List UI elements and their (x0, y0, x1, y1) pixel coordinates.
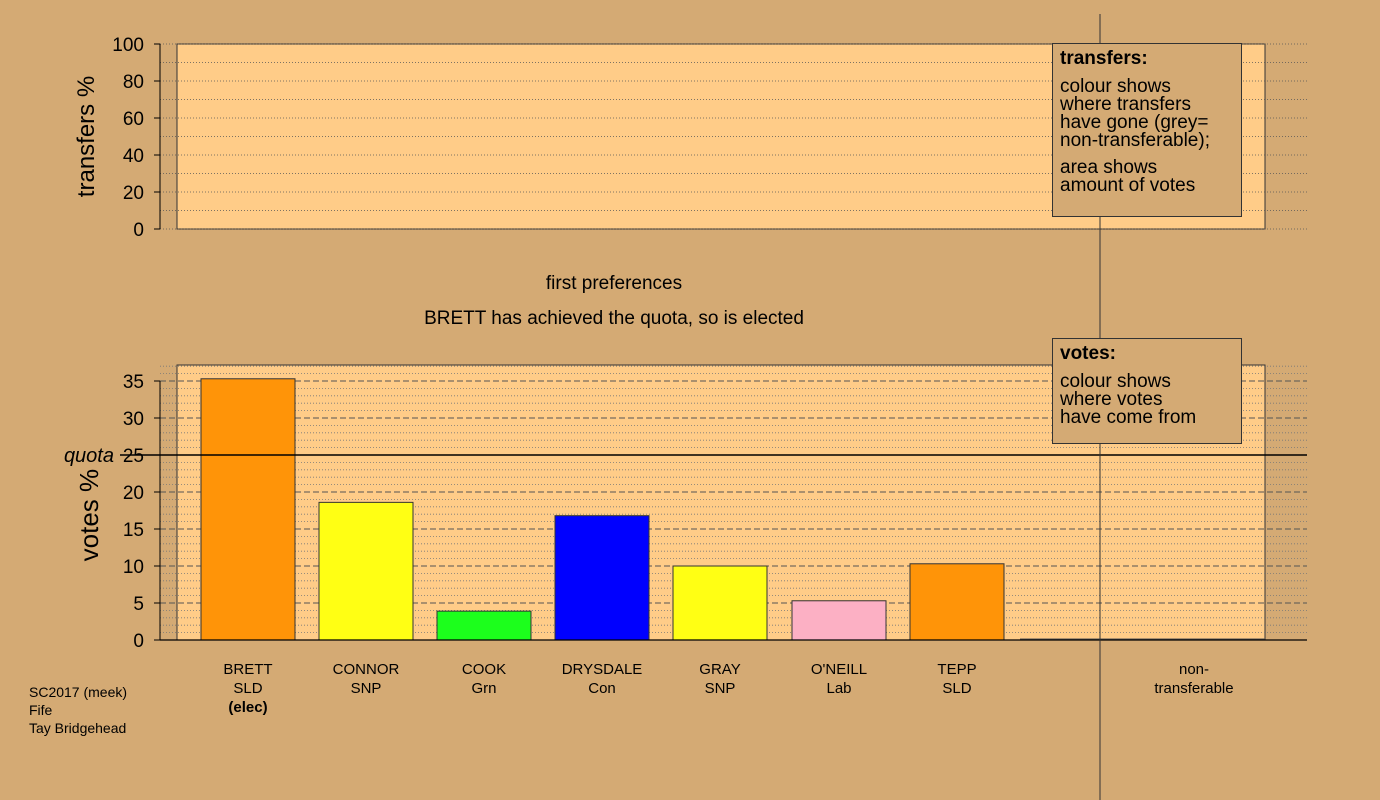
candidate-name-label: BRETT (223, 661, 272, 678)
candidate-party-label: Grn (471, 680, 496, 697)
votes-tick-label: 20 (123, 483, 144, 504)
votes-tick-label: 30 (123, 409, 144, 430)
votes-tick-label: 0 (133, 631, 144, 652)
candidate-party-label: SNP (705, 680, 736, 697)
votes-tick-label: 15 (123, 520, 144, 541)
stage-caption: first preferences (545, 273, 683, 294)
transfers-legend: transfers: colour shows where transfers … (1052, 43, 1242, 217)
candidate-party-label: SNP (351, 680, 382, 697)
vote-bar (672, 565, 768, 641)
quota-label: quota (64, 445, 114, 467)
event-caption: BRETT has achieved the quota, so is elec… (424, 308, 804, 329)
candidate-party-label: SLD (233, 680, 262, 697)
transfers-tick-label: 100 (112, 35, 144, 56)
transfers-legend-line: have gone (grey= (1060, 112, 1209, 133)
candidate-name-label: GRAY (699, 661, 740, 678)
transfers-tick-label: 40 (123, 146, 144, 167)
vote-bar (436, 610, 532, 641)
candidate-name-label: DRYSDALE (562, 661, 643, 678)
vote-bar (200, 378, 296, 641)
footer-ward: Tay Bridgehead (29, 720, 127, 736)
transfers-tick-label: 0 (133, 220, 144, 241)
votes-tick-label: 10 (123, 557, 144, 578)
transfers-legend-line: area shows (1060, 157, 1158, 178)
candidate-name-label: COOK (462, 661, 506, 678)
votes-legend-line: where votes (1060, 389, 1163, 410)
candidate-status-label: (elec) (228, 699, 267, 716)
transfers-legend-line: amount of votes (1060, 175, 1196, 196)
candidate-party-label: SLD (942, 680, 971, 697)
votes-legend-line: colour shows (1060, 371, 1171, 392)
votes-tick-label: 25 (123, 446, 144, 467)
votes-legend-title: votes: (1060, 343, 1116, 364)
vote-bar (554, 515, 650, 641)
vote-bar (318, 501, 414, 641)
candidate-party-label: Con (588, 680, 616, 697)
transfers-legend-line: colour shows (1060, 76, 1171, 97)
transfers-legend-line: where transfers (1060, 94, 1191, 115)
nontransferable-label: non- (1179, 661, 1209, 678)
votes-legend-line: have come from (1060, 407, 1197, 428)
votes-axis-label: votes % (74, 469, 104, 562)
transfers-axis-label: transfers % (73, 76, 100, 197)
transfers-legend-line: non-transferable); (1060, 130, 1210, 151)
transfers-tick-label: 60 (123, 109, 144, 130)
nontransferable-label: transferable (1154, 680, 1233, 697)
transfers-legend-title: transfers: (1060, 48, 1148, 69)
votes-tick-label: 35 (123, 372, 144, 393)
candidate-name-label: O'NEILL (811, 661, 867, 678)
footer-info: SC2017 (meek) Fife Tay Bridgehead (29, 683, 127, 737)
vote-bar (791, 600, 887, 641)
footer-council: Fife (29, 702, 53, 718)
transfers-tick-label: 20 (123, 183, 144, 204)
candidate-name-label: CONNOR (333, 661, 400, 678)
votes-legend: votes: colour shows where votes have com… (1052, 338, 1242, 444)
candidate-name-label: TEPP (937, 661, 976, 678)
candidate-party-label: Lab (826, 680, 851, 697)
vote-bar (909, 563, 1005, 641)
votes-tick-label: 5 (133, 594, 144, 615)
footer-election: SC2017 (meek) (29, 684, 128, 700)
transfers-tick-label: 80 (123, 72, 144, 93)
